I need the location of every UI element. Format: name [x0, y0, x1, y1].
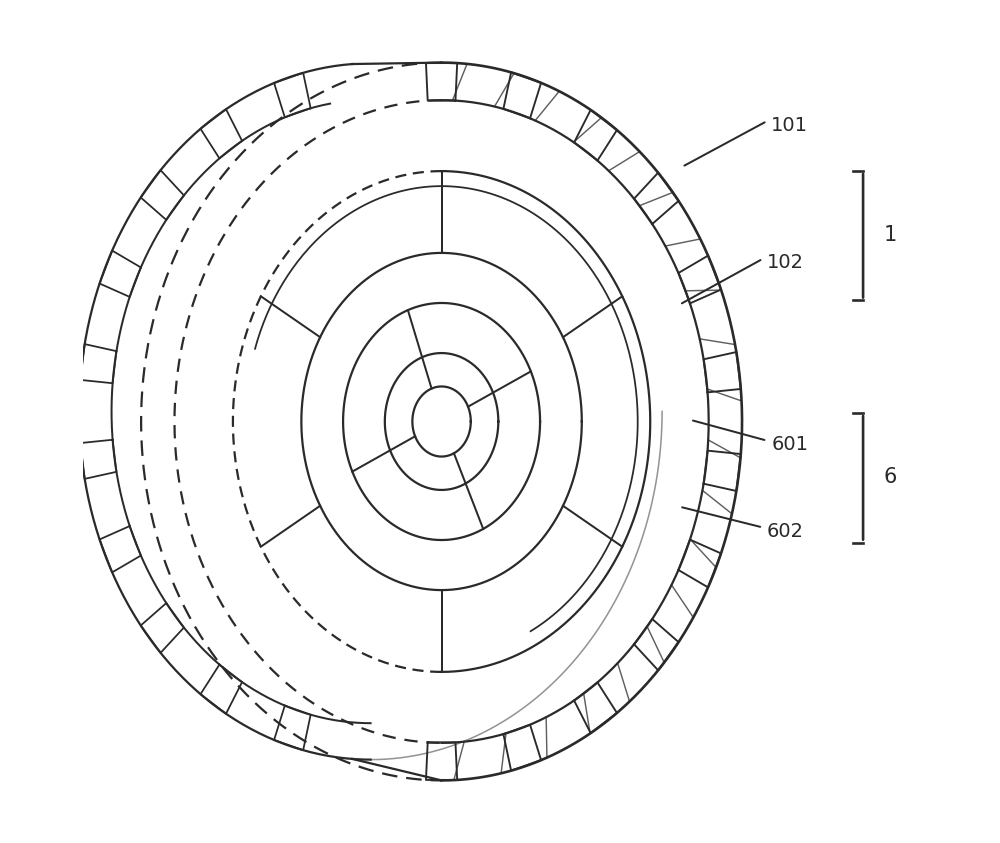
Text: 6: 6	[884, 467, 897, 487]
Text: 102: 102	[767, 254, 804, 272]
Text: 1: 1	[884, 225, 897, 245]
Text: 101: 101	[771, 115, 808, 135]
Text: 601: 601	[771, 435, 808, 454]
Text: 602: 602	[767, 522, 804, 541]
